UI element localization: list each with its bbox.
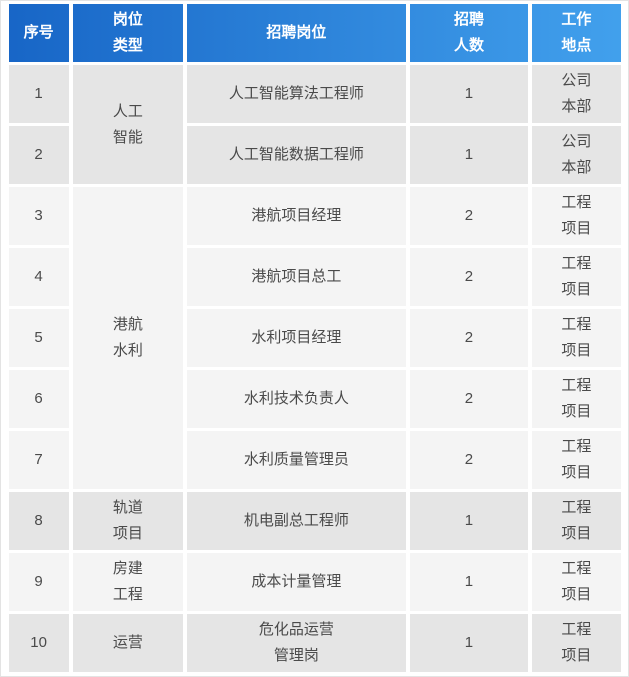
- cell-no: 4: [8, 248, 69, 306]
- header-location: 工作 地点: [532, 4, 621, 62]
- cell-position: 水利质量管理员: [187, 431, 406, 489]
- cell-count: 1: [409, 614, 529, 672]
- cell-position: 人工智能算法工程师: [187, 65, 406, 123]
- cell-location: 工程 项目: [532, 614, 621, 672]
- cell-no: 6: [8, 370, 69, 428]
- cell-position: 港航项目总工: [187, 248, 406, 306]
- cell-category-group: 房建 工程: [72, 553, 184, 611]
- cell-location: 工程 项目: [532, 187, 621, 245]
- table-row: 2 人工智能数据工程师 1 公司 本部: [8, 126, 621, 184]
- table-row: 1 人工 智能 人工智能算法工程师 1 公司 本部: [8, 65, 621, 184]
- cell-count: 2: [409, 431, 529, 489]
- table-header-row: 序号 岗位 类型 招聘岗位 招聘 人数 工作 地点: [8, 4, 621, 62]
- cell-location: 工程 项目: [532, 492, 621, 550]
- cell-no: 10: [8, 614, 69, 672]
- recruitment-table: 序号 岗位 类型 招聘岗位 招聘 人数 工作 地点 1 人工 智能 人工智能算法工程…: [5, 1, 625, 675]
- table-body: 1 人工 智能 人工智能算法工程师 1 公司 本部 2 人工智能数据工程师 1 公司 本部 3 港航…: [8, 65, 621, 672]
- cell-position: 机电副总工程师: [187, 492, 406, 550]
- cell-position: 成本计量管理: [187, 553, 406, 611]
- cell-category-group: 运营: [72, 614, 184, 672]
- cell-position: 危化品运营 管理岗: [187, 614, 406, 672]
- header-position: 招聘岗位: [187, 4, 406, 62]
- table-row: 4 港航项目总工 2 工程 项目: [8, 248, 621, 306]
- cell-location: 工程 项目: [532, 248, 621, 306]
- header-category: 岗位 类型: [72, 4, 184, 62]
- cell-no: 3: [8, 187, 69, 245]
- cell-category-group: 人工 智能: [72, 65, 184, 184]
- table-row: 10 运营 危化品运营 管理岗 1 工程 项目: [8, 614, 621, 672]
- header-count: 招聘 人数: [409, 4, 529, 62]
- cell-location: 工程 项目: [532, 431, 621, 489]
- cell-count: 2: [409, 370, 529, 428]
- cell-location: 工程 项目: [532, 309, 621, 367]
- header-no: 序号: [8, 4, 69, 62]
- cell-no: 5: [8, 309, 69, 367]
- table-row: 8 轨道 项目 机电副总工程师 1 工程 项目: [8, 492, 621, 550]
- cell-location: 工程 项目: [532, 553, 621, 611]
- cell-position: 人工智能数据工程师: [187, 126, 406, 184]
- table-row: 7 水利质量管理员 2 工程 项目: [8, 431, 621, 489]
- cell-count: 2: [409, 187, 529, 245]
- cell-position: 水利技术负责人: [187, 370, 406, 428]
- table-row: 9 房建 工程 成本计量管理 1 工程 项目: [8, 553, 621, 611]
- cell-count: 2: [409, 309, 529, 367]
- table-row: 3 港航 水利 港航项目经理 2 工程 项目: [8, 187, 621, 489]
- cell-category-group: 港航 水利: [72, 187, 184, 489]
- cell-position: 水利项目经理: [187, 309, 406, 367]
- cell-location: 公司 本部: [532, 126, 621, 184]
- cell-no: 8: [8, 492, 69, 550]
- cell-category-group: 轨道 项目: [72, 492, 184, 550]
- cell-no: 2: [8, 126, 69, 184]
- cell-location: 工程 项目: [532, 370, 621, 428]
- cell-position: 港航项目经理: [187, 187, 406, 245]
- cell-count: 1: [409, 126, 529, 184]
- cell-count: 2: [409, 248, 529, 306]
- cell-count: 1: [409, 553, 529, 611]
- cell-location: 公司 本部: [532, 65, 621, 123]
- cell-no: 9: [8, 553, 69, 611]
- cell-count: 1: [409, 492, 529, 550]
- cell-no: 7: [8, 431, 69, 489]
- cell-no: 1: [8, 65, 69, 123]
- table-row: 5 水利项目经理 2 工程 项目: [8, 309, 621, 367]
- table-row: 6 水利技术负责人 2 工程 项目: [8, 370, 621, 428]
- cell-count: 1: [409, 65, 529, 123]
